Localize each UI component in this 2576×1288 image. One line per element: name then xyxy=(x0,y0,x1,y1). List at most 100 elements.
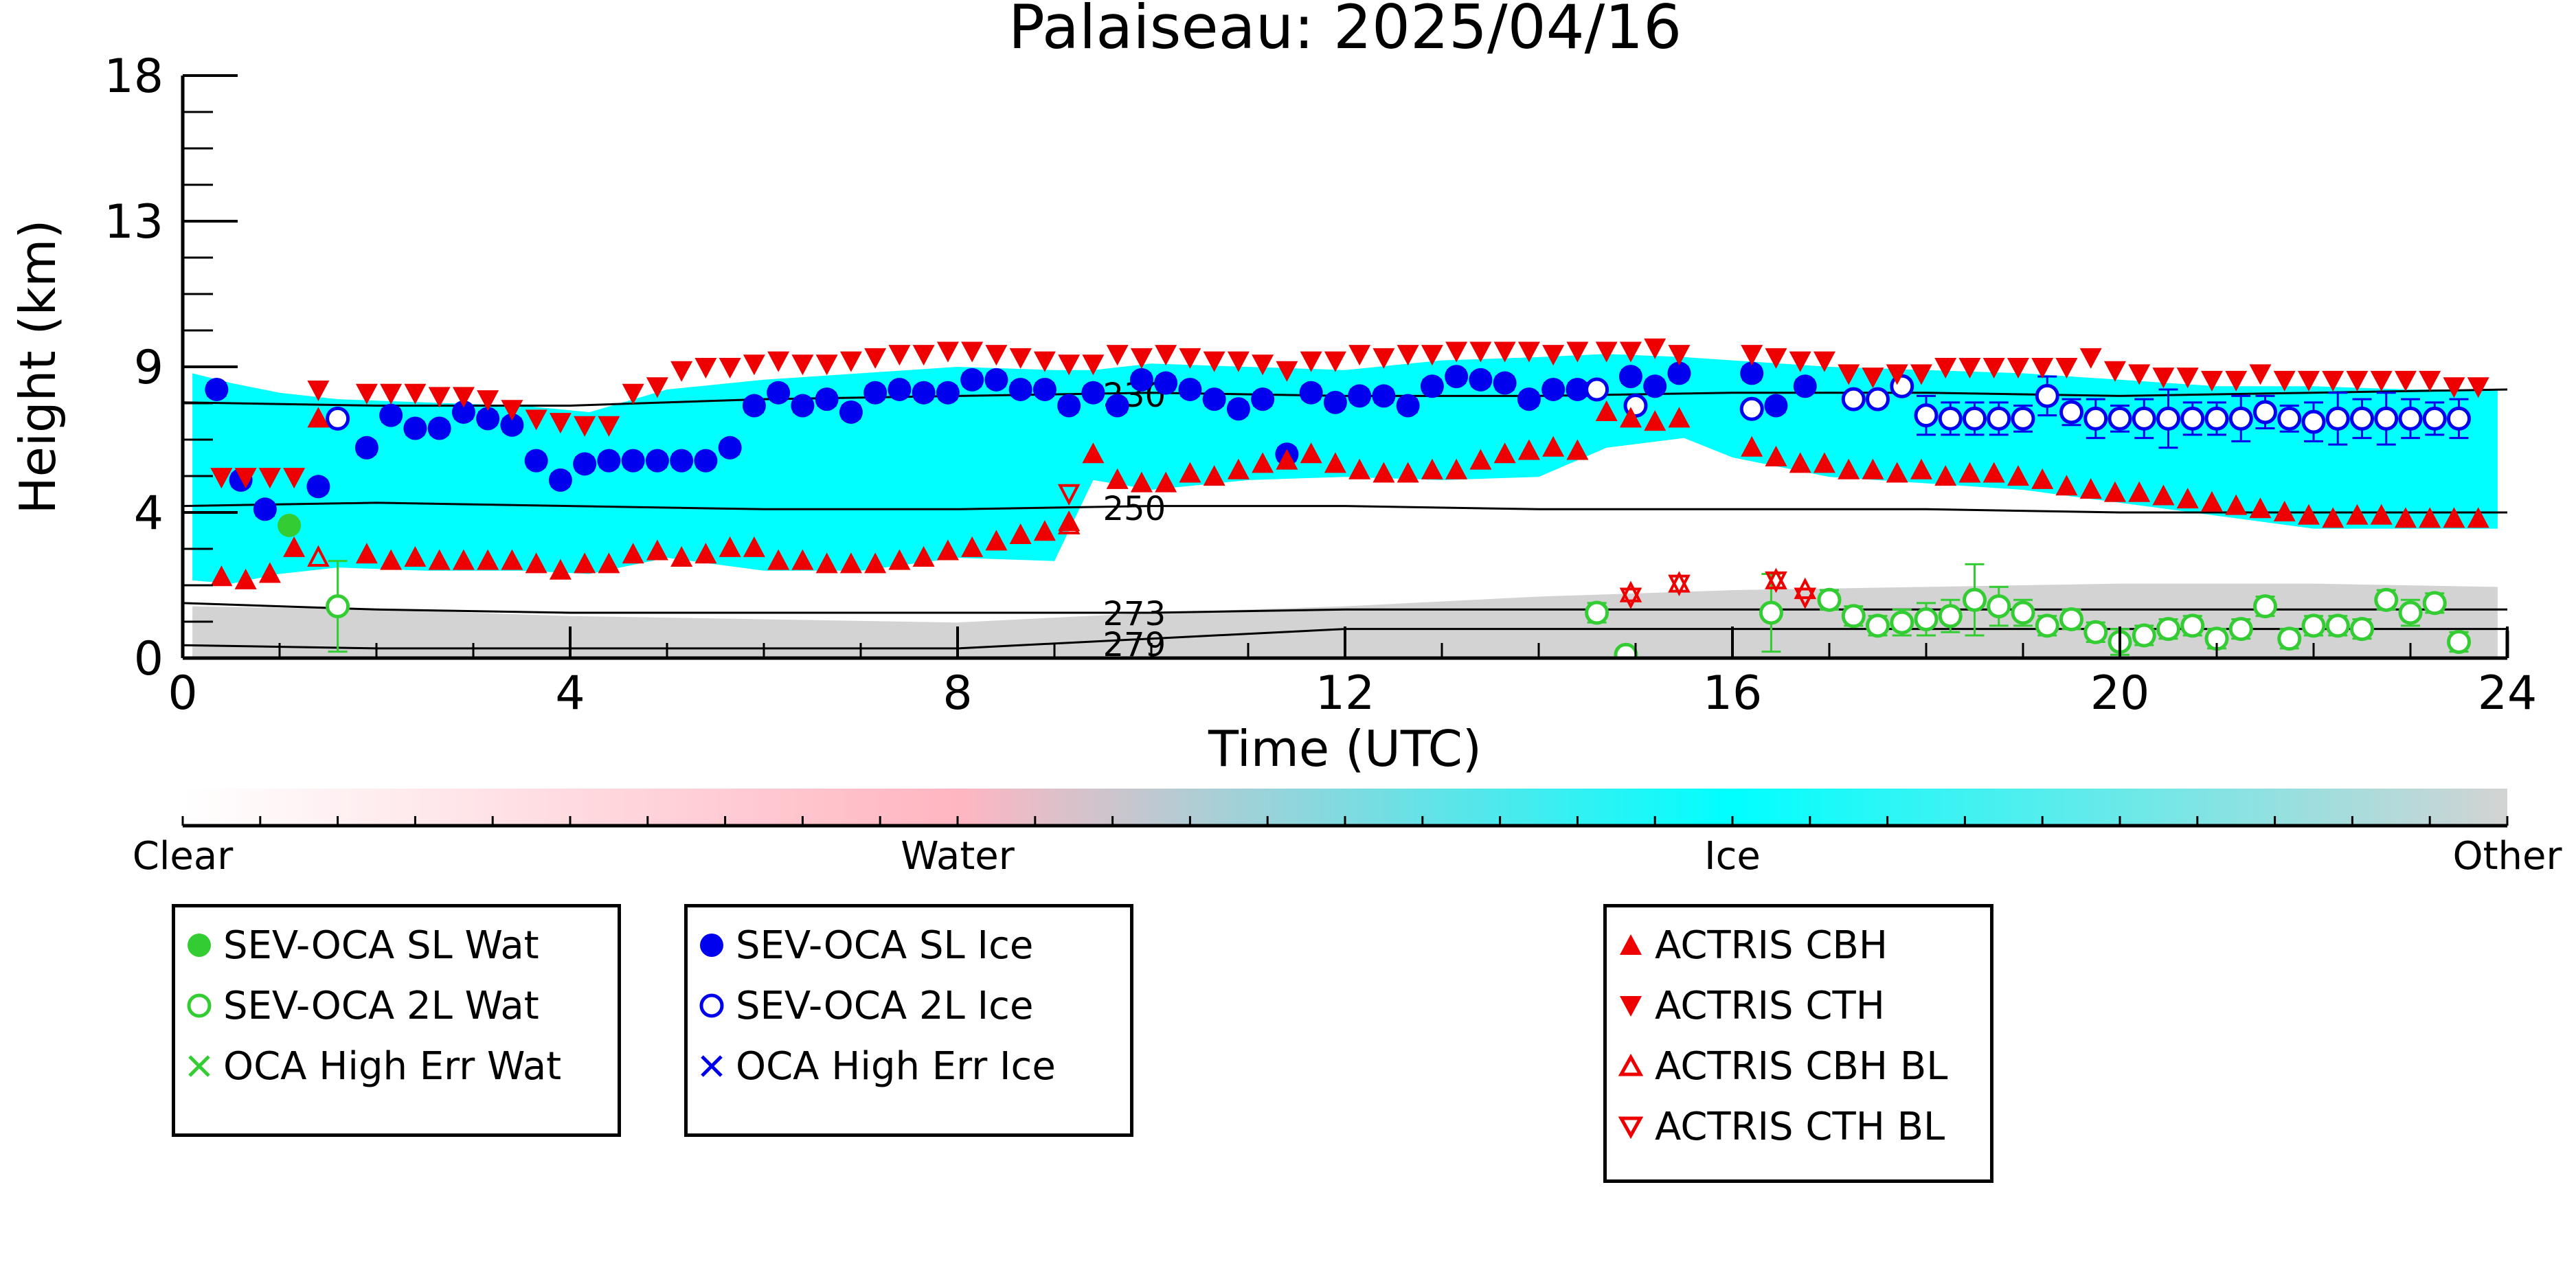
y-tick-label: 9 xyxy=(134,341,163,395)
data-point xyxy=(205,377,229,401)
data-point xyxy=(1372,348,1395,369)
data-point xyxy=(1764,394,1788,418)
data-point xyxy=(326,594,350,619)
data-point xyxy=(355,383,378,405)
data-point xyxy=(719,536,741,557)
data-point xyxy=(234,468,257,489)
data-point xyxy=(1300,351,1322,372)
data-point xyxy=(2103,361,2126,382)
data-point xyxy=(1862,458,1884,479)
data-point xyxy=(1619,407,1642,428)
data-point xyxy=(2253,400,2277,425)
data-point xyxy=(1323,390,1347,414)
data-point xyxy=(1542,436,1565,457)
data-point xyxy=(2273,370,2296,392)
data-point xyxy=(1251,387,1275,411)
data-point xyxy=(815,354,838,376)
y-tick-label: 18 xyxy=(104,49,163,104)
data-point xyxy=(1032,377,1057,401)
data-point xyxy=(1541,377,1566,401)
data-point xyxy=(743,354,765,376)
data-point xyxy=(839,552,862,574)
red-open-triangle-down-icon xyxy=(1618,1116,1644,1140)
data-point xyxy=(1397,462,1419,483)
data-point xyxy=(404,383,427,405)
data-point xyxy=(1009,523,1032,544)
data-point xyxy=(2128,481,2151,502)
data-point xyxy=(2447,406,2471,431)
data-point xyxy=(2253,594,2277,619)
data-point xyxy=(694,358,717,379)
data-point xyxy=(743,536,765,557)
data-point xyxy=(936,341,959,363)
data-point xyxy=(1739,396,1764,421)
legend-label: OCA High Err Wat xyxy=(223,1043,562,1089)
data-point xyxy=(767,351,790,372)
data-point xyxy=(2035,613,2059,638)
data-point xyxy=(1517,439,1540,460)
data-point xyxy=(2394,507,2417,528)
legend-label: SEV-OCA 2L Wat xyxy=(223,983,539,1028)
data-point xyxy=(2228,617,2253,642)
data-point xyxy=(2011,600,2035,625)
green-x-icon xyxy=(188,1055,210,1077)
data-point xyxy=(1644,410,1667,431)
data-point xyxy=(2273,501,2296,521)
data-point xyxy=(2055,358,2078,379)
data-point xyxy=(1130,348,1153,369)
data-point xyxy=(403,416,427,440)
data-point xyxy=(2398,600,2423,625)
data-point xyxy=(452,387,475,408)
data-point xyxy=(984,368,1008,392)
red-triangle-down-icon xyxy=(1620,996,1642,1017)
data-point xyxy=(1155,345,1177,366)
data-point xyxy=(2443,377,2465,398)
legend-label: SEV-OCA SL Ice xyxy=(736,923,1034,968)
data-point xyxy=(839,400,863,424)
data-point xyxy=(2322,507,2345,528)
data-point xyxy=(404,545,427,567)
data-point xyxy=(1324,452,1346,473)
data-point xyxy=(2128,364,2151,385)
data-point xyxy=(791,549,814,570)
data-point xyxy=(1934,465,1957,486)
data-point xyxy=(2370,504,2393,525)
data-point xyxy=(1469,341,1492,363)
data-point xyxy=(307,380,330,401)
isotherm-line xyxy=(183,602,2507,614)
data-point xyxy=(452,549,475,570)
data-point xyxy=(1938,406,1963,431)
data-point xyxy=(1668,407,1691,428)
data-point xyxy=(2443,507,2465,528)
data-point xyxy=(2370,370,2393,392)
data-point xyxy=(1963,406,1987,431)
data-point xyxy=(1081,381,1105,405)
data-point xyxy=(1614,642,1638,658)
data-point xyxy=(1105,394,1129,418)
isotherm-label: 279 xyxy=(1103,626,1166,664)
data-point xyxy=(2467,507,2489,528)
data-point xyxy=(888,345,911,366)
legend-label: SEV-OCA SL Wat xyxy=(223,923,539,968)
y-axis-label: Height (km) xyxy=(9,220,67,515)
data-point xyxy=(1493,442,1516,464)
data-point xyxy=(379,403,403,427)
data-point xyxy=(2152,484,2175,506)
data-point xyxy=(2156,617,2180,642)
data-point xyxy=(2422,591,2447,615)
colorbar-label: Ice xyxy=(1704,834,1761,879)
data-point xyxy=(1585,377,1609,402)
data-point xyxy=(1813,351,1835,372)
data-point xyxy=(1765,571,1787,594)
data-point xyxy=(1106,468,1129,489)
series-marks xyxy=(205,338,2489,658)
data-point xyxy=(476,407,500,431)
data-point xyxy=(1982,358,2005,379)
data-point xyxy=(2350,406,2374,431)
data-point xyxy=(1057,484,1081,506)
data-point xyxy=(1203,351,1225,372)
data-point xyxy=(1595,341,1618,363)
data-point xyxy=(815,552,838,574)
data-point xyxy=(2180,406,2205,431)
